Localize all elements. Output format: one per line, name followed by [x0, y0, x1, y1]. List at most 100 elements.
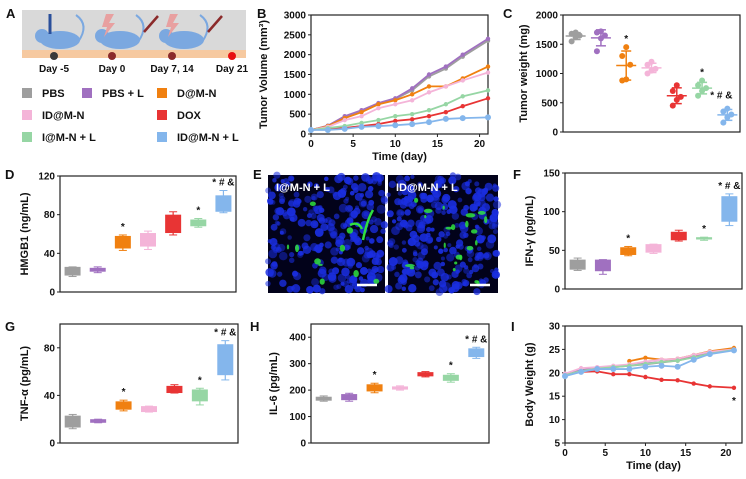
signal-spot	[484, 216, 488, 224]
data-point	[376, 102, 381, 107]
data-point	[359, 109, 364, 115]
nucleus	[484, 182, 493, 191]
nucleus	[340, 281, 345, 286]
data-point	[459, 115, 466, 122]
legend-item: I@M-N + L	[22, 132, 96, 144]
data-point	[707, 384, 713, 389]
nucleus	[337, 257, 343, 263]
signal-spot	[314, 258, 321, 265]
data-point	[485, 96, 491, 101]
data-point	[677, 93, 684, 100]
nucleus	[477, 199, 486, 208]
nucleus	[397, 210, 403, 216]
mouse-tail	[135, 14, 145, 43]
mouse-tail	[75, 14, 85, 43]
nucleus	[332, 191, 342, 201]
nucleus	[397, 179, 407, 189]
chart-C: 0 500 1000 1500 2000 Tumor weight (mg) * * * # &	[518, 11, 741, 139]
nucleus	[412, 251, 418, 257]
fluorescence-image: I@M-N + L	[265, 171, 389, 295]
box	[696, 237, 713, 240]
nucleus	[351, 183, 359, 191]
y-tick-label: 0	[300, 439, 306, 450]
plot-frame	[59, 323, 239, 444]
data-point	[648, 58, 655, 65]
data-point	[627, 358, 632, 364]
legend-label: PBS + L	[102, 88, 144, 100]
y-axis-label: IFN-γ (pg/mL)	[524, 195, 536, 266]
data-point	[659, 377, 664, 383]
legend-item: ID@M-N	[22, 110, 85, 122]
nucleus	[451, 212, 459, 220]
nucleus	[452, 185, 460, 193]
y-tick-label: 500	[541, 98, 558, 109]
nucleus	[445, 231, 451, 237]
nucleus	[323, 187, 329, 192]
data-point	[324, 127, 331, 134]
nucleus	[342, 184, 348, 190]
nucleus	[302, 245, 312, 254]
nucleus	[404, 175, 411, 182]
nucleus	[414, 271, 422, 279]
nucleus	[376, 236, 384, 244]
nucleus	[345, 196, 350, 201]
nucleus	[466, 272, 473, 279]
nucleus	[473, 288, 481, 296]
nucleus	[306, 213, 312, 219]
nucleus	[334, 174, 343, 184]
data-point	[359, 113, 364, 119]
syringe-icon	[143, 15, 159, 33]
nucleus	[477, 263, 484, 270]
y-tick-label: 100	[543, 207, 560, 218]
data-point	[658, 362, 665, 369]
nucleus	[280, 185, 287, 192]
data-point	[669, 102, 676, 109]
signal-spot	[409, 266, 415, 270]
nucleus	[273, 171, 281, 179]
nucleus	[466, 249, 475, 258]
y-tick-label: 10	[549, 415, 561, 426]
timeline-label: Day 0	[99, 64, 126, 75]
data-point	[409, 121, 416, 128]
panel-label: A	[6, 6, 16, 21]
nucleus	[426, 226, 432, 233]
nucleus	[336, 284, 342, 290]
nucleus	[288, 257, 295, 264]
nucleus	[289, 213, 298, 222]
box	[341, 394, 358, 401]
nucleus	[401, 247, 407, 253]
nucleus	[371, 216, 377, 223]
nucleus	[476, 246, 482, 252]
nucleus	[360, 267, 368, 275]
nucleus	[430, 227, 435, 232]
legend-label: ID@M-N + L	[177, 132, 239, 144]
nucleus	[378, 189, 385, 197]
box	[64, 415, 81, 428]
nucleus	[278, 192, 284, 198]
nucleus	[386, 192, 391, 197]
timeline-dot	[228, 52, 236, 60]
nucleus	[460, 208, 469, 216]
nucleus	[465, 187, 472, 195]
significance-marker: *	[121, 222, 125, 233]
y-tick-label: 120	[38, 172, 55, 183]
nucleus	[443, 247, 448, 253]
nucleus	[442, 193, 451, 202]
nucleus	[419, 233, 429, 242]
data-point	[699, 77, 706, 84]
signal-spot	[450, 224, 456, 231]
nucleus	[272, 178, 277, 183]
plot-frame	[310, 323, 490, 444]
data-point	[359, 120, 364, 126]
nucleus	[353, 175, 359, 181]
y-tick-label: 25	[549, 345, 561, 356]
nucleus	[374, 218, 382, 226]
chart-F: 0 50 100 150 IFN-γ (pg/mL) * * * # &	[524, 169, 743, 296]
data-point	[426, 72, 432, 77]
data-point	[669, 88, 676, 95]
y-tick-label: 0	[49, 288, 55, 299]
x-tick-label: 10	[640, 448, 652, 459]
nucleus	[494, 273, 499, 278]
nucleus	[386, 263, 395, 272]
timeline-dot	[168, 52, 176, 60]
